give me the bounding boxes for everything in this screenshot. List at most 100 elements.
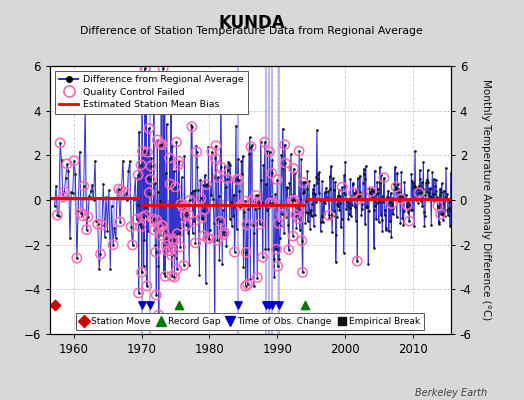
Point (388, 200, 396, 207)
Point (397, 196, 405, 202)
Point (95, 266, 103, 272)
Point (75, 148, 84, 155)
Point (260, 201, 268, 208)
Point (93, 221, 102, 227)
Point (145, 125, 153, 132)
Point (220, 232, 228, 238)
Point (84, 214, 92, 220)
Point (384, 194, 392, 200)
Point (208, 148, 216, 155)
Point (265, 302, 274, 308)
Point (300, 188, 308, 195)
Point (333, 214, 341, 220)
Point (158, 222, 166, 228)
Point (411, 148, 419, 154)
Point (339, 188, 347, 195)
Point (228, 176, 237, 182)
Point (147, 163, 155, 169)
Point (269, 200, 277, 206)
Point (256, 138, 265, 145)
Point (56, 140, 64, 146)
Point (310, 222, 318, 229)
Point (410, 183, 419, 189)
Point (355, 193, 363, 199)
Point (160, 228, 168, 234)
Point (156, 141, 164, 147)
Point (102, 193, 110, 200)
Point (52, 183, 60, 189)
Point (238, 153, 247, 159)
Point (157, 232, 165, 238)
Point (305, 209, 314, 216)
Point (280, 142, 289, 148)
Point (229, 212, 237, 219)
Point (429, 196, 437, 202)
Point (442, 194, 451, 200)
Point (86, 188, 95, 194)
Point (173, 230, 182, 237)
Point (420, 209, 428, 215)
Point (391, 164, 399, 170)
Point (241, 198, 249, 204)
Point (143, 149, 151, 156)
Point (310, 181, 319, 188)
Point (239, 264, 248, 270)
Point (430, 176, 438, 182)
Text: Berkeley Earth: Berkeley Earth (415, 388, 487, 398)
Point (101, 234, 109, 240)
Point (421, 192, 430, 198)
Point (277, 151, 286, 158)
Point (280, 230, 288, 236)
Point (223, 166, 232, 173)
Point (377, 212, 385, 218)
Point (371, 202, 379, 209)
Point (441, 197, 450, 203)
Point (255, 204, 264, 211)
Point (225, 159, 233, 166)
Text: KUNDA: KUNDA (218, 14, 285, 32)
Point (174, 162, 182, 168)
Point (203, 235, 212, 241)
Point (212, 142, 220, 149)
Point (327, 163, 335, 170)
Point (187, 190, 195, 196)
Y-axis label: Monthly Temperature Anomaly Difference (°C): Monthly Temperature Anomaly Difference (… (481, 79, 491, 321)
Point (293, 196, 301, 203)
Point (185, 197, 194, 203)
Point (343, 198, 352, 205)
Point (231, 249, 239, 255)
Point (335, 186, 343, 193)
Point (308, 201, 316, 208)
Point (425, 193, 433, 200)
Point (260, 139, 269, 145)
Point (419, 159, 428, 165)
Point (194, 240, 203, 246)
Point (399, 193, 407, 199)
Point (273, 176, 281, 183)
Point (189, 188, 198, 194)
Point (402, 204, 411, 210)
Point (252, 200, 260, 206)
Point (117, 187, 126, 194)
Point (158, 223, 167, 229)
Point (221, 184, 230, 190)
Point (142, 103, 150, 109)
Point (194, 187, 202, 193)
Point (124, 168, 133, 174)
Point (398, 196, 406, 202)
Point (234, 156, 242, 163)
Point (274, 220, 282, 226)
Point (375, 199, 384, 206)
Point (428, 169, 436, 176)
Point (161, 169, 170, 176)
Point (174, 230, 183, 236)
Point (442, 164, 450, 171)
Point (174, 158, 183, 164)
Point (282, 214, 290, 220)
Point (96, 251, 105, 257)
Point (247, 144, 255, 150)
Point (362, 204, 370, 210)
Point (210, 220, 218, 226)
Point (300, 188, 309, 194)
Point (286, 202, 294, 208)
